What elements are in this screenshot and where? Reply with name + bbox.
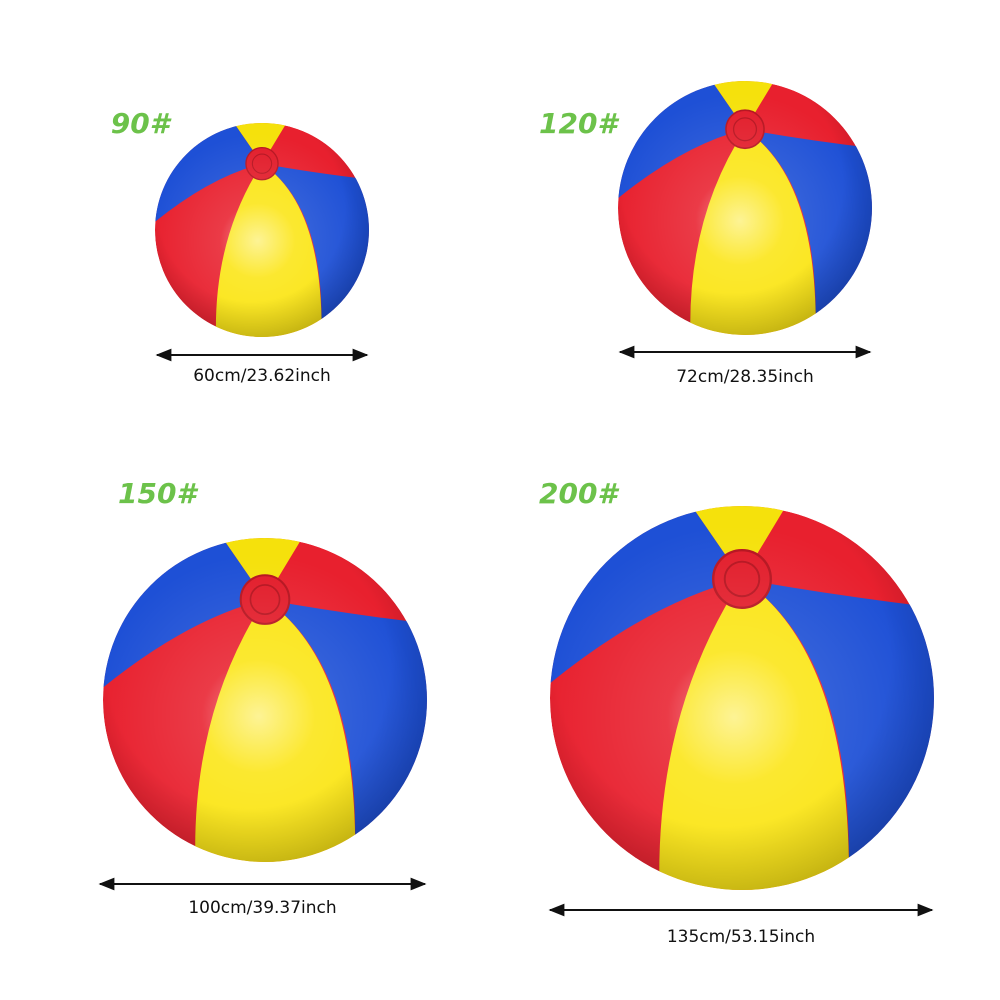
ball-panels — [103, 538, 427, 862]
size-label: 120# — [539, 107, 619, 140]
ball-shade — [618, 81, 872, 335]
beach-ball — [155, 123, 369, 337]
dimension-text: 135cm/53.15inch — [667, 927, 815, 947]
ball-shade — [103, 538, 427, 862]
dimension-text: 60cm/23.62inch — [193, 366, 331, 386]
dimension-text: 72cm/28.35inch — [676, 367, 814, 387]
size-label: 200# — [539, 477, 619, 510]
size-label: 150# — [118, 477, 198, 510]
size-label: 90# — [111, 107, 172, 140]
beach-ball — [618, 81, 872, 335]
dimension-text: 100cm/39.37inch — [188, 898, 336, 918]
ball-panels — [155, 123, 369, 337]
beach-ball — [103, 538, 427, 862]
ball-panels — [618, 81, 872, 335]
ball-shade — [155, 123, 369, 337]
ball-shade — [550, 506, 934, 890]
ball-panels — [550, 506, 934, 890]
beach-ball — [550, 506, 934, 890]
